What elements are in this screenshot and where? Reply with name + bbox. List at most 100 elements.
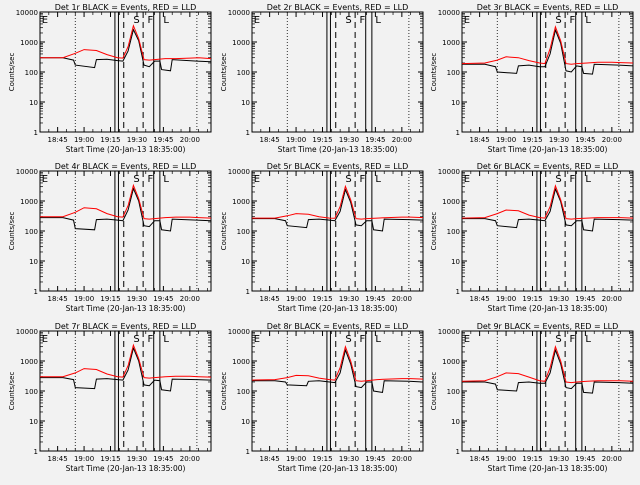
plot-frame bbox=[461, 11, 634, 133]
lld-series-line bbox=[461, 25, 634, 65]
panel-title: Det 2r BLACK = Events, RED = LLD bbox=[267, 3, 409, 12]
x-tick-label: 19:00 bbox=[74, 295, 94, 303]
events-series-line bbox=[462, 348, 634, 394]
interval-marker-s: S bbox=[555, 334, 561, 345]
x-tick-label: 19:30 bbox=[549, 295, 569, 303]
interval-marker-f: F bbox=[360, 15, 366, 26]
y-tick-label: 1000 bbox=[442, 358, 460, 366]
panel-title: Det 9r BLACK = Events, RED = LLD bbox=[477, 322, 619, 331]
x-tick-label: 19:15 bbox=[522, 136, 542, 144]
panel-title: Det 1r BLACK = Events, RED = LLD bbox=[55, 3, 197, 12]
y-tick-label: 100 bbox=[237, 228, 250, 236]
interval-marker-s: S bbox=[133, 334, 139, 345]
x-tick-label: 18:45 bbox=[48, 455, 68, 463]
y-tick-label: 10000 bbox=[228, 328, 250, 336]
y-tick-label: 1 bbox=[34, 129, 38, 137]
x-tick-label: 19:30 bbox=[127, 136, 147, 144]
y-tick-label: 10000 bbox=[228, 9, 250, 17]
lld-series-line bbox=[252, 184, 424, 220]
panel-title: Det 6r BLACK = Events, RED = LLD bbox=[477, 162, 619, 171]
interval-marker-f: F bbox=[148, 15, 154, 26]
interval-marker-s: S bbox=[555, 15, 561, 26]
x-axis-label: Start Time (20-Jan-13 18:35:00) bbox=[488, 304, 608, 313]
x-tick-label: 19:45 bbox=[365, 455, 385, 463]
interval-marker-f: F bbox=[360, 174, 366, 185]
y-tick-label: 100 bbox=[237, 69, 250, 77]
plot-frame bbox=[461, 170, 634, 292]
y-axis-label: Counts/sec bbox=[8, 372, 16, 411]
x-tick-label: 19:00 bbox=[286, 295, 306, 303]
y-tick-label: 100 bbox=[447, 69, 460, 77]
panel-title: Det 7r BLACK = Events, RED = LLD bbox=[55, 322, 197, 331]
interval-marker-e: E bbox=[42, 334, 48, 345]
y-tick-label: 1 bbox=[34, 448, 38, 456]
x-tick-label: 19:30 bbox=[339, 295, 359, 303]
interval-marker-s: S bbox=[133, 15, 139, 26]
y-tick-label: 10000 bbox=[438, 9, 460, 17]
x-tick-label: 19:15 bbox=[100, 295, 120, 303]
detector-panel-5: Det 5r BLACK = Events, RED = LLD E S F L 1 10 1… bbox=[220, 162, 424, 313]
plot-frame bbox=[251, 330, 424, 452]
events-series-line bbox=[40, 28, 212, 72]
y-tick-label: 10 bbox=[241, 258, 250, 266]
plot-frame bbox=[39, 170, 212, 292]
y-tick-label: 1000 bbox=[20, 39, 38, 47]
x-tick-label: 19:30 bbox=[549, 136, 569, 144]
y-tick-label: 100 bbox=[25, 228, 38, 236]
y-tick-label: 1 bbox=[456, 129, 460, 137]
plot-frame bbox=[461, 330, 634, 452]
y-tick-label: 10000 bbox=[228, 168, 250, 176]
x-tick-label: 20:00 bbox=[180, 455, 200, 463]
y-tick-label: 10 bbox=[241, 99, 250, 107]
x-tick-label: 19:45 bbox=[365, 136, 385, 144]
events-series-line bbox=[462, 187, 634, 232]
x-axis-label: Start Time (20-Jan-13 18:35:00) bbox=[66, 145, 186, 154]
interval-marker-s: S bbox=[345, 15, 351, 26]
y-tick-label: 10 bbox=[451, 258, 460, 266]
y-tick-label: 10 bbox=[29, 99, 38, 107]
interval-marker-s: S bbox=[555, 174, 561, 185]
x-tick-label: 19:15 bbox=[312, 295, 332, 303]
y-tick-label: 1000 bbox=[442, 39, 460, 47]
y-tick-label: 1000 bbox=[232, 358, 250, 366]
interval-marker-l: L bbox=[375, 15, 381, 26]
plot-frame bbox=[39, 11, 212, 133]
x-tick-label: 20:00 bbox=[602, 136, 622, 144]
detector-panel-1: Det 1r BLACK = Events, RED = LLD E S F L 1 10 1… bbox=[8, 3, 212, 154]
x-tick-label: 19:00 bbox=[74, 455, 94, 463]
x-tick-label: 19:00 bbox=[74, 136, 94, 144]
y-tick-label: 1 bbox=[456, 288, 460, 296]
x-tick-label: 19:15 bbox=[100, 136, 120, 144]
interval-marker-f: F bbox=[570, 174, 576, 185]
y-axis-label: Counts/sec bbox=[430, 53, 438, 92]
x-tick-label: 19:45 bbox=[575, 295, 595, 303]
y-tick-label: 1 bbox=[456, 448, 460, 456]
x-tick-label: 19:45 bbox=[153, 455, 173, 463]
y-tick-label: 10 bbox=[451, 418, 460, 426]
detector-panel-3: Det 3r BLACK = Events, RED = LLD E S F L 1 10 1… bbox=[430, 3, 634, 154]
x-tick-label: 19:00 bbox=[496, 136, 516, 144]
y-axis-label: Counts/sec bbox=[430, 372, 438, 411]
x-tick-label: 19:00 bbox=[496, 295, 516, 303]
interval-marker-e: E bbox=[42, 15, 48, 26]
interval-marker-e: E bbox=[464, 174, 470, 185]
plot-frame bbox=[251, 170, 424, 292]
y-axis-label: Counts/sec bbox=[8, 53, 16, 92]
x-tick-label: 20:00 bbox=[392, 136, 412, 144]
detector-panel-8: Det 8r BLACK = Events, RED = LLD E S F L 1 10 1… bbox=[220, 322, 424, 473]
plot-frame bbox=[39, 330, 212, 452]
y-tick-label: 10000 bbox=[438, 328, 460, 336]
x-axis-label: Start Time (20-Jan-13 18:35:00) bbox=[488, 464, 608, 473]
x-tick-label: 19:45 bbox=[575, 455, 595, 463]
x-tick-label: 19:15 bbox=[312, 455, 332, 463]
x-axis-label: Start Time (20-Jan-13 18:35:00) bbox=[278, 304, 398, 313]
interval-marker-l: L bbox=[585, 174, 591, 185]
x-tick-label: 19:45 bbox=[153, 136, 173, 144]
interval-marker-f: F bbox=[148, 174, 154, 185]
interval-marker-e: E bbox=[254, 334, 260, 345]
interval-marker-s: S bbox=[345, 334, 351, 345]
interval-marker-l: L bbox=[163, 15, 169, 26]
y-tick-label: 1 bbox=[246, 129, 250, 137]
interval-marker-l: L bbox=[163, 334, 169, 345]
y-axis-label: Counts/sec bbox=[8, 212, 16, 251]
